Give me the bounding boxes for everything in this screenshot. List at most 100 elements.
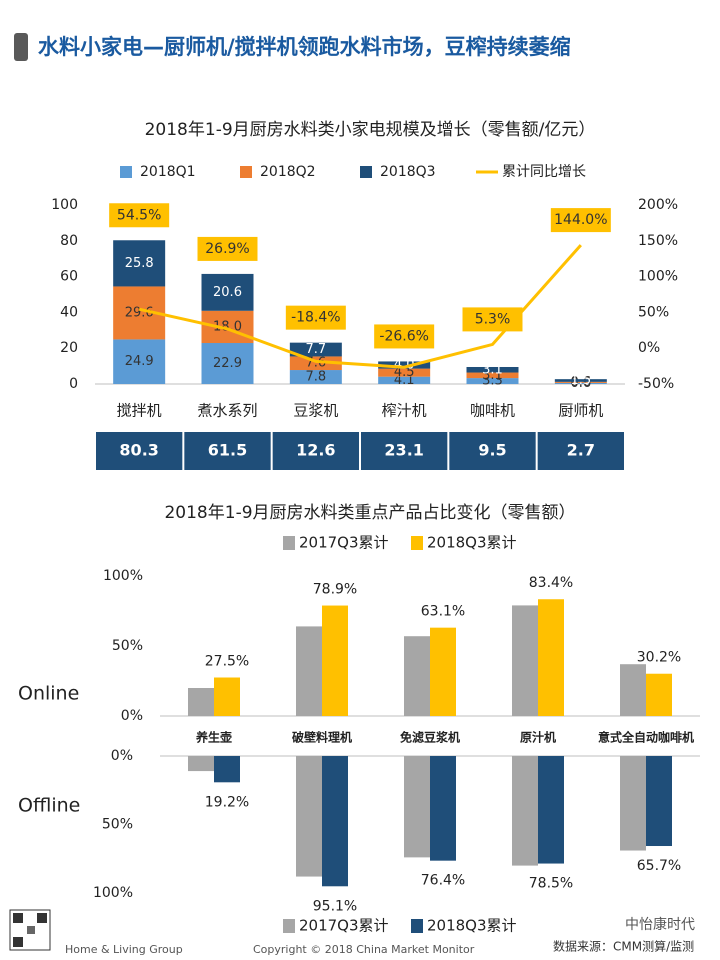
y-tick-label: 100% [93,885,133,901]
data-label: 7.8 [305,370,326,385]
data-label: 22.9 [213,356,242,371]
x-tick-label: 豆浆机 [293,402,338,420]
bar-segment [289,370,342,384]
bar-segment [554,381,607,383]
bar-segment [378,361,431,369]
legend-label: 2017Q3累计 [299,917,389,935]
legend-swatch [360,166,372,178]
legend-label: 2018Q3累计 [427,917,517,935]
legend-swatch [283,536,295,550]
x-tick-label: 咖啡机 [470,402,515,420]
bar [646,673,672,716]
category-label: 免滤豆浆机 [400,730,460,745]
bar [296,626,322,716]
footer-source: 数据来源：CMM测算/监测 [553,939,694,954]
legend-label: 2018Q2 [260,164,316,180]
chart-title: 2018年1-9月厨房水料类重点产品占比变化（零售额） [164,503,575,523]
data-label: 20.6 [213,285,242,300]
bar-segment [201,343,254,384]
total-value: 2.7 [567,441,595,460]
bar [620,756,646,851]
bar [322,605,348,716]
legend-label: 2017Q3累计 [299,534,389,552]
footer-copyright: Copyright © 2018 China Market Monitor [253,943,475,956]
y2-tick-label: -50% [638,376,674,392]
y2-tick-label: 150% [638,233,678,249]
bar-segment [201,273,254,311]
bar-segment [289,356,342,371]
bar-segment [201,310,254,344]
total-value: 80.3 [119,441,158,460]
category-label: 原汁机 [520,730,556,745]
bar [296,756,322,877]
bar [430,756,456,861]
footer-group: Home & Living Group [65,943,183,956]
data-label: 0.6 [570,375,591,390]
y-tick-label: 50% [102,817,133,833]
y-tick-label: 20 [60,340,78,356]
bar-segment [466,372,519,379]
data-label: 4.5 [394,365,415,380]
total-cell [272,432,359,470]
data-label: 7.7 [305,342,326,357]
legend-swatch [411,536,423,550]
legend-swatch [283,919,295,933]
chart-title: 2018年1-9月厨房水料类小家电规模及增长（零售额/亿元） [145,120,596,140]
y2-tick-label: 100% [638,269,678,285]
label-box [374,324,435,349]
legend-swatch [240,166,252,178]
panel-label: Online [18,683,79,705]
data-label: 5.3% [475,311,511,327]
bar [512,756,538,866]
x-tick-label: 榨汁机 [382,402,427,420]
header-marker [14,33,28,61]
bar-segment [466,378,519,384]
bar-segment [554,379,607,382]
category-label: 养生壶 [195,730,232,745]
data-label: 24.9 [125,354,154,369]
y-tick-label: 40 [60,304,78,320]
data-label: 30.2% [637,650,681,666]
data-label: 19.2% [205,794,249,810]
bar [538,599,564,716]
bar [188,688,214,716]
y-tick-label: 0% [111,748,133,764]
x-tick-label: 厨师机 [558,402,603,420]
bar [322,756,348,887]
total-value: 61.5 [208,441,247,460]
data-label: 95.1% [313,898,357,914]
y-tick-label: 60 [60,269,78,285]
bar [214,756,240,783]
data-label: 78.5% [529,876,573,892]
y2-tick-label: 200% [638,197,678,213]
bar-segment [466,366,519,373]
bar-segment [378,376,431,384]
label-box [550,208,611,233]
label-box [109,203,170,228]
bar [214,677,240,716]
total-cell [96,432,183,470]
total-cell [361,432,448,470]
bar [512,605,538,716]
label-box [197,236,258,261]
legend-label: 2018Q3累计 [427,534,517,552]
data-label: 26.9% [205,241,249,257]
x-tick-label: 煮水系列 [197,402,257,420]
footer-brand: 中怡康时代 [625,916,695,933]
total-value: 23.1 [384,441,423,460]
panel-label: Offline [18,795,80,817]
y-tick-label: 50% [112,638,143,654]
category-label: 意式全自动咖啡机 [598,730,694,745]
data-label: 3.1 [482,362,503,377]
data-label: 27.5% [205,654,249,670]
data-label: 25.8 [125,256,154,271]
data-label: 83.4% [529,575,573,591]
x-tick-label: 搅拌机 [117,402,162,420]
qr-code [9,909,51,951]
bar-segment [113,240,166,287]
bar-segment [289,342,342,357]
y-tick-label: 0% [121,708,143,724]
total-cell [449,432,536,470]
data-label: 1.5 [570,373,591,388]
